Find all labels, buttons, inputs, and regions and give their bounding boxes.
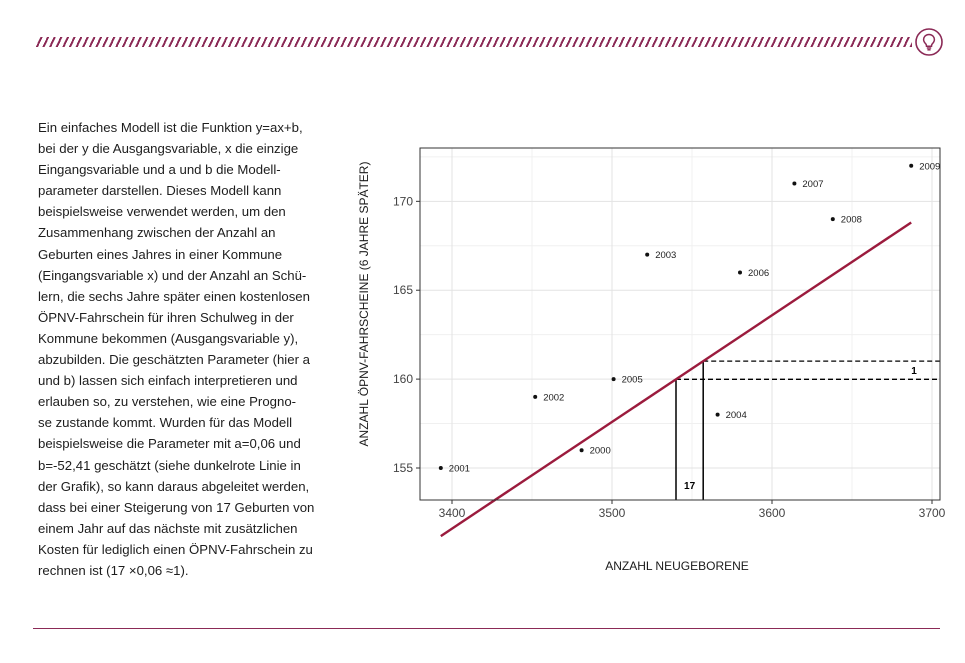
y-axis-title: ANZAHL ÖPNV-FAHRSCHEINE (6 JAHRE SPÄTER)	[357, 162, 371, 447]
regression-line	[440, 221, 912, 538]
data-point	[533, 394, 538, 399]
point-label: 2008	[841, 215, 862, 226]
data-point	[738, 270, 742, 275]
body-line: ÖPNV-Fahrschein für ihren Schulweg in de…	[38, 309, 294, 325]
body-line: der Grafik), so kann daraus abgeleitet w…	[38, 478, 310, 494]
scatter-chart: 17 1 2000 2001 2002 2003 2004 2005 2006 2007 2008 2…	[357, 147, 946, 573]
plot-border	[419, 147, 941, 501]
body-line: (Eingangsvariable x) und der Anzahl an S…	[38, 267, 307, 283]
footer-rule	[33, 628, 940, 629]
data-point	[579, 448, 584, 453]
y-tick-label: 170	[393, 194, 413, 208]
point-label: 2000	[590, 446, 611, 457]
body-line: einem Jahr auf das nächste mit zusätzlic…	[38, 520, 298, 536]
body-line: Zusammenhang zwischen der Anzahl an	[38, 225, 276, 241]
body-paragraph: Ein einfaches Modell ist die Funktion y=…	[38, 117, 328, 581]
body-line: b=-52,41 geschätzt (siehe dunkelrote Lin…	[38, 457, 301, 473]
data-point	[438, 466, 443, 470]
body-line: Eingangsvariable und a und b die Modell-	[38, 162, 281, 178]
body-line: beispielsweise verwendet werden, um den	[38, 204, 286, 220]
body-line: und b) lassen sich einfach interpretiere…	[38, 373, 298, 389]
point-label: 2007	[802, 179, 823, 190]
body-line: Kommune bekommen (Ausgangsvariable y),	[38, 330, 299, 346]
point-label: 2001	[449, 464, 470, 475]
x-tick-label: 3400	[439, 506, 466, 520]
point-label: 2005	[622, 375, 643, 386]
data-point	[909, 163, 914, 168]
delta-x-label: 17	[684, 481, 696, 492]
header-hatch-rule	[36, 37, 912, 47]
y-tick-label: 165	[393, 283, 413, 297]
body-line: rechnen ist (17 ×0,06 ≈1).	[38, 562, 189, 578]
x-axis-title: ANZAHL NEUGEBORENE	[605, 559, 749, 573]
point-label: 2004	[726, 410, 747, 421]
data-point	[792, 181, 797, 186]
body-line: bei der y die Ausgangsvariable, x die ei…	[38, 141, 299, 157]
body-line: Geburten eines Jahres in einer Kommune	[38, 246, 283, 262]
y-tick-label: 160	[393, 372, 413, 386]
body-line: erlauben so, zu verstehen, wie eine Prog…	[38, 394, 297, 410]
body-line: dass bei einer Steigerung von 17 Geburte…	[38, 499, 315, 515]
x-tick-label: 3500	[599, 506, 626, 520]
point-label: 2009	[919, 161, 940, 172]
data-point	[830, 217, 835, 222]
x-tick-label: 3700	[919, 506, 946, 520]
lightbulb-icon	[915, 28, 943, 56]
point-label: 2003	[655, 250, 676, 261]
data-point	[611, 377, 616, 382]
body-line: parameter darstellen. Dieses Modell kann	[38, 183, 282, 199]
point-label: 2006	[748, 268, 769, 279]
x-tick-label: 3600	[759, 506, 786, 520]
body-line: beispielsweise die Parameter mit a=0,06 …	[38, 436, 301, 452]
body-line: abzubilden. Die geschätzten Parameter (h…	[38, 352, 310, 368]
body-line: Ein einfaches Modell ist die Funktion y=…	[38, 120, 303, 135]
point-label: 2002	[543, 392, 564, 403]
data-point	[645, 252, 650, 257]
delta-y-label: 1	[911, 366, 917, 377]
body-line: se zustande kommt. Wurden für das Modell	[38, 415, 293, 431]
y-tick-label: 155	[393, 461, 413, 475]
body-line: Kosten für lediglich einen ÖPNV-Fahrsche…	[38, 541, 313, 557]
body-line: lern, die sechs Jahre später einen koste…	[38, 288, 310, 304]
data-point	[715, 412, 720, 417]
